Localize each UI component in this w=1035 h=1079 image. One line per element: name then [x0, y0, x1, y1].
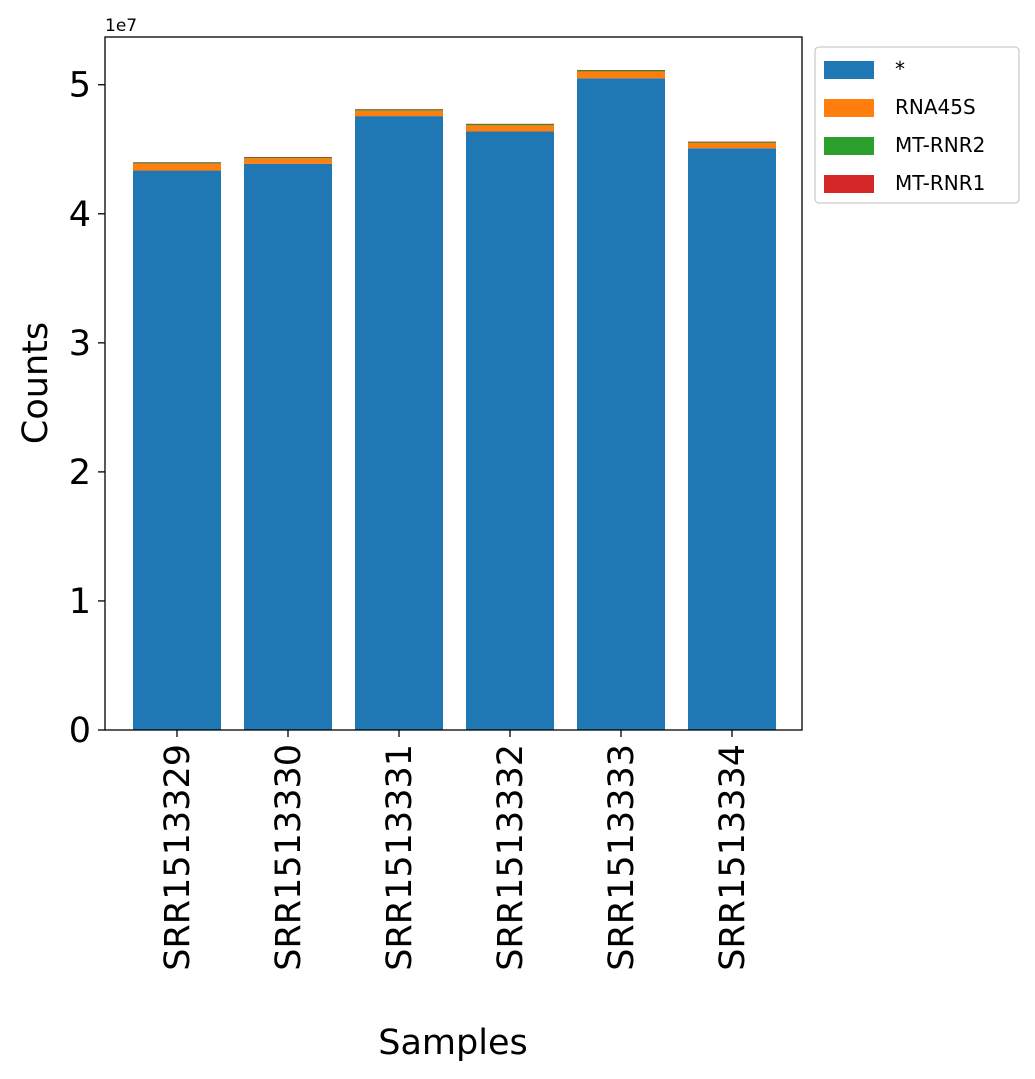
y-tick-label: 0: [69, 711, 91, 751]
bar-segment-SRR1513331-3: [355, 109, 443, 111]
bar-segment-SRR1513332-4: [466, 123, 554, 125]
y-tick-label: 1: [69, 582, 91, 622]
y-axis-title: Counts: [16, 322, 56, 444]
y-tick-label: 3: [69, 324, 91, 364]
bar-segment-SRR1513330-2: [244, 158, 332, 164]
legend: * RNA45S MT-RNR2 MT-RNR1: [814, 46, 1020, 204]
legend-swatch: [824, 61, 874, 79]
legend-label: *: [895, 57, 905, 81]
bar-segment-SRR1513331-1: [355, 116, 443, 731]
bar-segment-SRR1513334-3: [688, 141, 776, 143]
bar-segment-SRR1513334-2: [688, 142, 776, 149]
bar-segment-SRR1513334-1: [688, 148, 776, 731]
bar-segment-SRR1513329-2: [133, 163, 221, 171]
x-axis: SRR1513329 SRR1513330 SRR1513331 SRR1513332…: [158, 730, 753, 971]
bar-segment-SRR1513333-2: [577, 71, 665, 79]
bar-segment-SRR1513329-3: [133, 162, 221, 164]
bar-segment-SRR1513330-1: [244, 163, 332, 731]
bar-segment-SRR1513332-2: [466, 125, 554, 132]
y-tick-label: 4: [69, 195, 91, 235]
y-axis-offset-label: 1e7: [105, 16, 137, 36]
x-tick-label: SRR1513330: [269, 744, 309, 971]
bar-segment-SRR1513329-4: [133, 162, 221, 163]
legend-swatch: [824, 137, 874, 155]
x-tick-label: SRR1513334: [713, 744, 753, 971]
y-axis: 0 1 2 3 4 5: [69, 66, 105, 751]
bar-segment-SRR1513333-4: [577, 69, 665, 71]
bar-segment-SRR1513333-3: [577, 70, 665, 72]
bar-segment-SRR1513332-3: [466, 123, 554, 126]
x-tick-label: SRR1513329: [158, 744, 198, 971]
legend-swatch: [824, 99, 874, 117]
legend-label: MT-RNR2: [895, 133, 985, 157]
legend-swatch: [824, 175, 874, 193]
bar-segment-SRR1513332-1: [466, 131, 554, 731]
bar-segment-SRR1513330-4: [244, 156, 332, 158]
y-tick-label: 2: [69, 453, 91, 493]
plot-area-frame: [104, 36, 803, 731]
legend-label: MT-RNR1: [895, 171, 985, 195]
x-tick-label: SRR1513333: [602, 744, 642, 971]
x-axis-title: Samples: [378, 1023, 527, 1063]
bar-segment-SRR1513331-2: [355, 110, 443, 117]
bar-segment-SRR1513334-4: [688, 141, 776, 143]
x-tick-label: SRR1513331: [380, 744, 420, 971]
bar-segment-SRR1513333-1: [577, 78, 665, 731]
legend-label: RNA45S: [895, 95, 976, 119]
bars-layer: [133, 69, 776, 731]
bar-segment-SRR1513329-1: [133, 170, 221, 731]
x-tick-label: SRR1513332: [491, 744, 531, 971]
legend-frame: [814, 46, 1020, 204]
y-tick-label: 5: [69, 66, 91, 106]
bar-segment-SRR1513331-4: [355, 109, 443, 110]
bar-segment-SRR1513330-3: [244, 157, 332, 159]
